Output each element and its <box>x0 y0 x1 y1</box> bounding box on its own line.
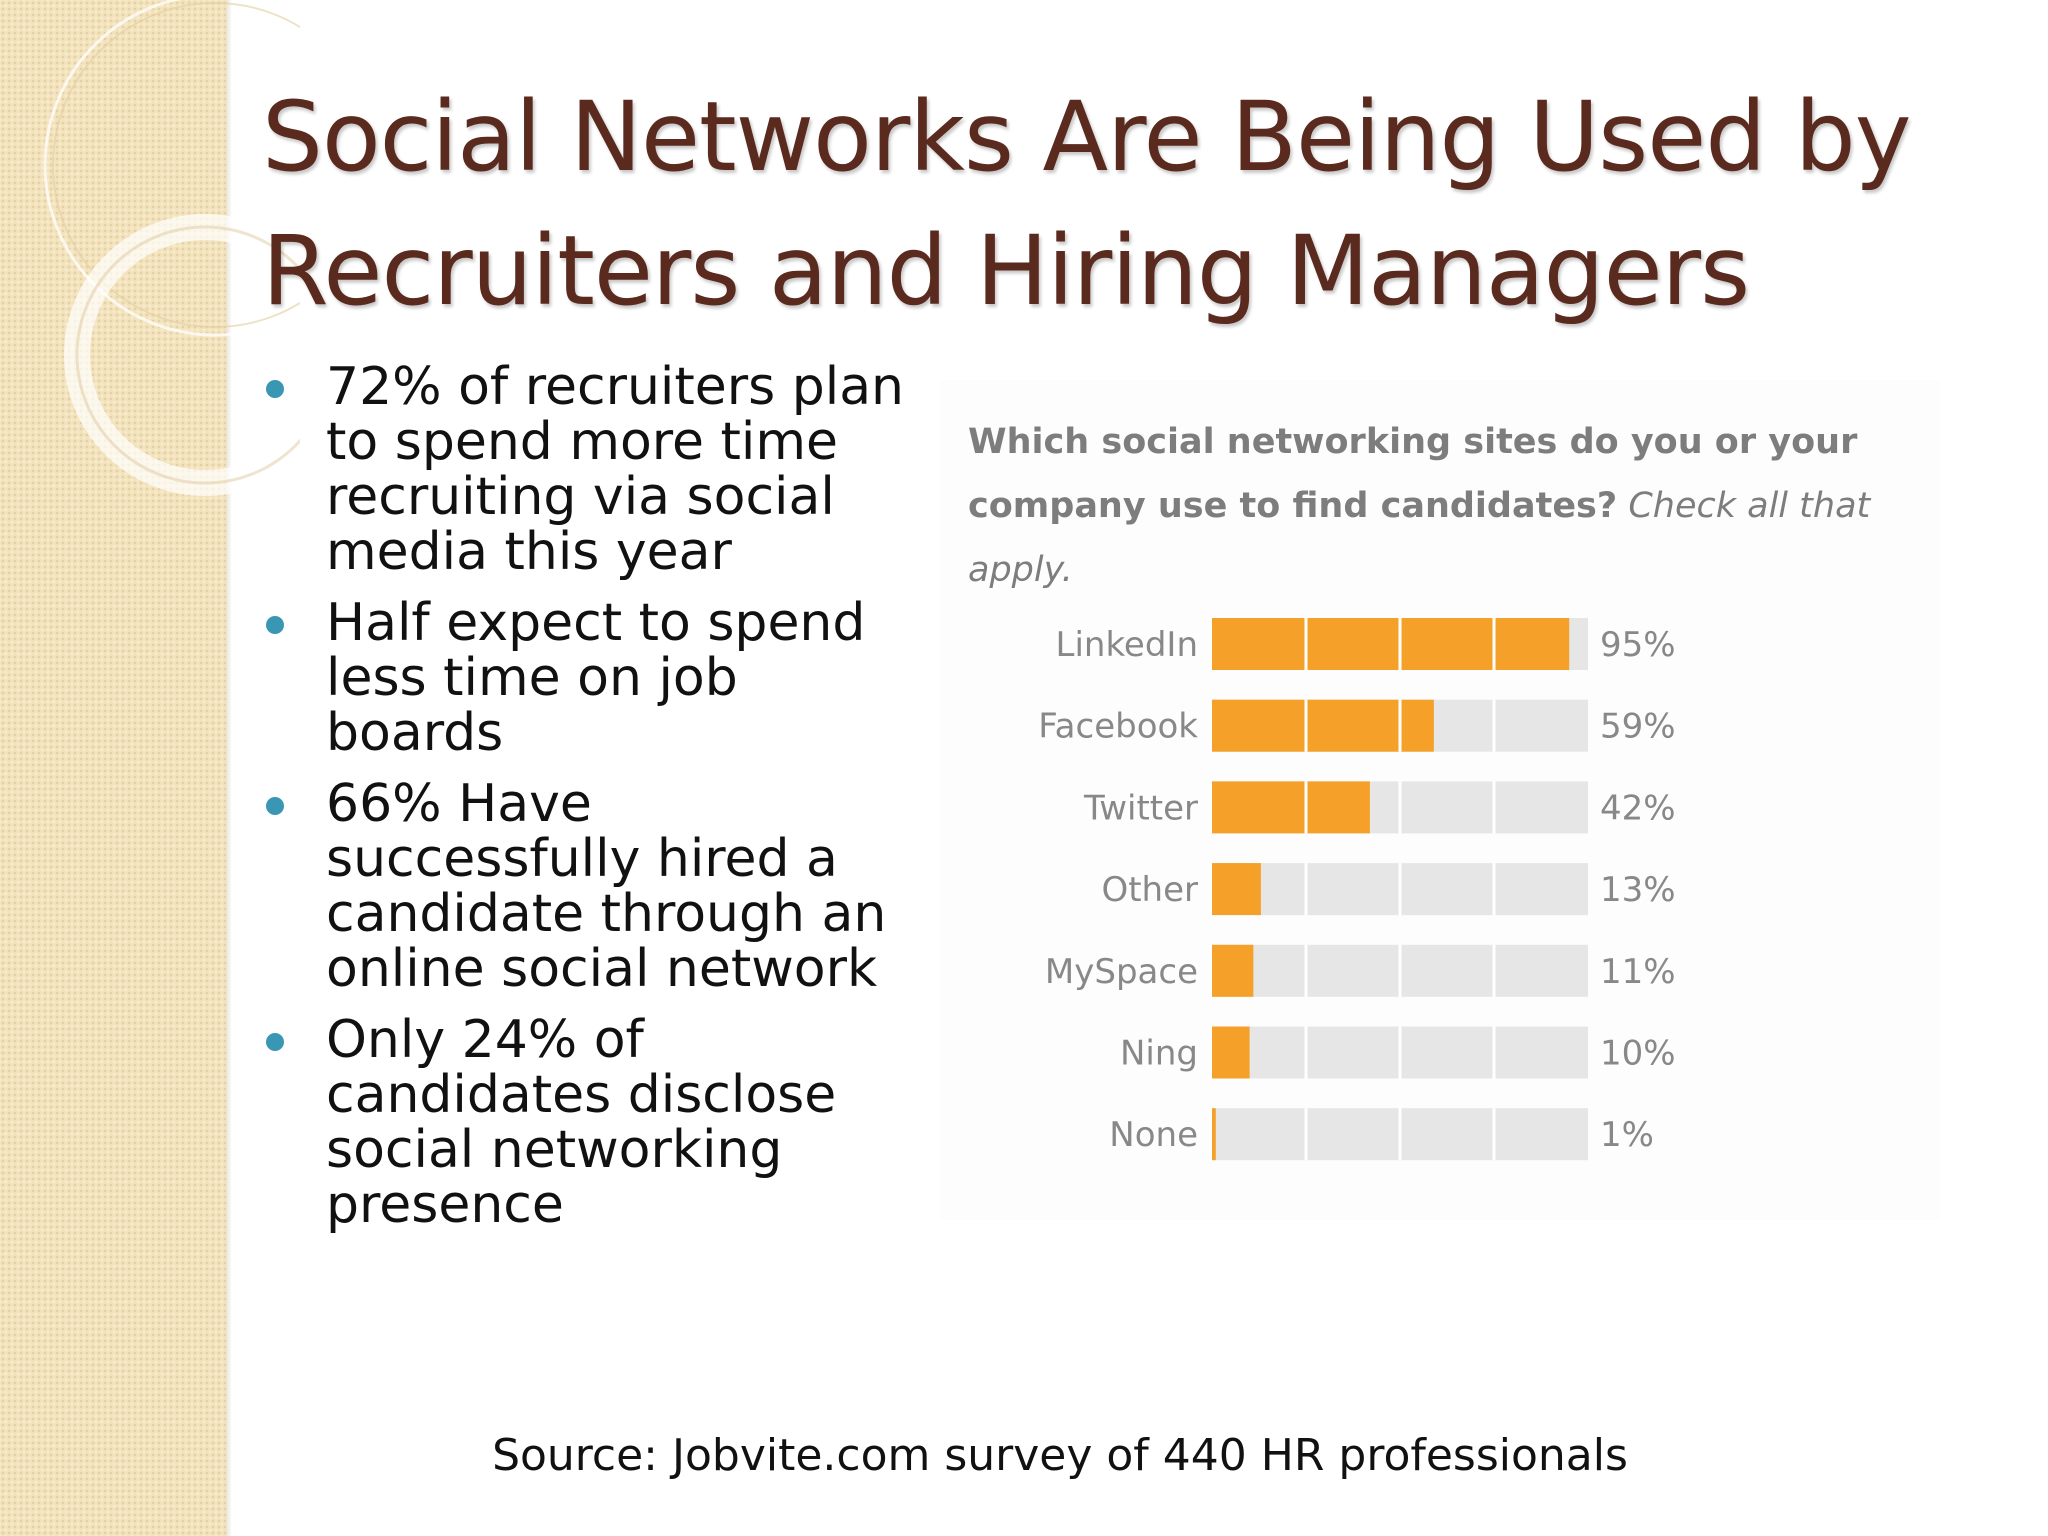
bar-twitter <box>1212 781 1370 834</box>
bullet-text: 66% Have successfully hired a candidate … <box>326 774 887 999</box>
bullet-dot-icon <box>266 616 284 634</box>
value-label: 10% <box>1600 1034 1676 1074</box>
value-label: 59% <box>1600 707 1676 747</box>
bar-ning <box>1212 1026 1250 1079</box>
value-label: 13% <box>1600 870 1676 910</box>
value-label: 1% <box>1600 1115 1654 1155</box>
bar-facebook <box>1212 699 1434 752</box>
bullet-item: 72% of recruiters plan to spend more tim… <box>262 360 922 580</box>
slide-title-line-1: Social Networks Are Being Used by <box>262 81 1912 193</box>
chart-question: Which social networking sites do you or … <box>968 410 1948 602</box>
bullet-text: Only 24% of candidates disclose social n… <box>326 1010 837 1235</box>
chart-question-hint: Check all that apply. <box>968 486 1871 590</box>
bar-linkedin <box>1212 618 1570 670</box>
value-label: 11% <box>1600 952 1676 992</box>
category-label: None <box>1109 1115 1198 1155</box>
category-label: MySpace <box>1045 952 1198 992</box>
bullet-text: 72% of recruiters plan to spend more tim… <box>326 357 905 582</box>
value-label: 95% <box>1600 625 1676 665</box>
bullet-text: Half expect to spend less time on job bo… <box>326 593 866 763</box>
sidebar-divider <box>226 0 232 1536</box>
bar-myspace <box>1212 944 1254 997</box>
category-label: LinkedIn <box>1056 625 1199 665</box>
bullet-item: 66% Have successfully hired a candidate … <box>262 777 922 997</box>
category-label: Ning <box>1120 1034 1198 1074</box>
category-label: Facebook <box>1038 707 1198 747</box>
category-label: Other <box>1101 870 1198 910</box>
bar-none <box>1212 1108 1216 1161</box>
bullet-dot-icon <box>266 380 284 398</box>
source-note: Source: Jobvite.com survey of 440 HR pro… <box>492 1430 1628 1481</box>
bullet-dot-icon <box>266 1033 284 1051</box>
slide-title: Social Networks Are Being Used by Recrui… <box>262 70 1982 338</box>
decorative-rings <box>43 0 300 496</box>
bullet-item: Only 24% of candidates disclose social n… <box>262 1013 922 1233</box>
bullet-item: Half expect to spend less time on job bo… <box>262 596 922 761</box>
chart-question-text: Which social networking sites do you or … <box>968 422 1858 526</box>
bar-other <box>1212 863 1261 916</box>
bullet-list: 72% of recruiters plan to spend more tim… <box>262 360 922 1249</box>
bullet-dot-icon <box>266 797 284 815</box>
value-label: 42% <box>1600 788 1676 828</box>
slide-title-line-2: Recruiters and Hiring Managers <box>262 215 1750 327</box>
category-label: Twitter <box>1083 788 1198 828</box>
